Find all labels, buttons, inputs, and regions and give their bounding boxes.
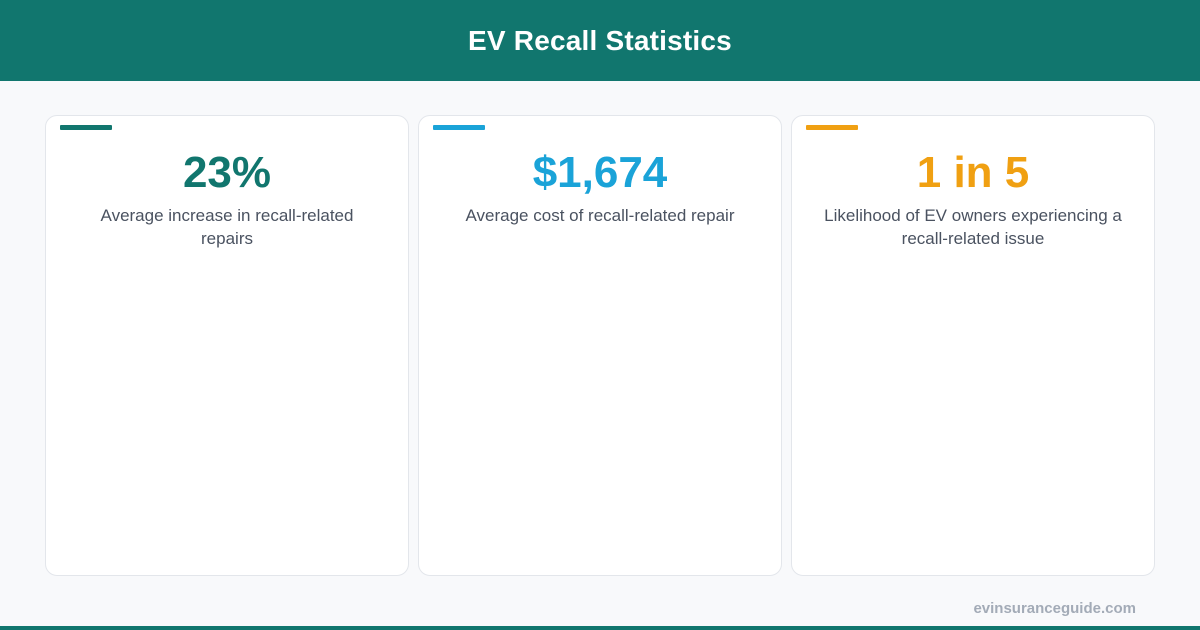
card-accent-bar (433, 125, 485, 130)
bottom-bar (0, 626, 1200, 630)
stats-cards: 23% Average increase in recall-related r… (45, 115, 1155, 576)
card-accent-bar (806, 125, 858, 130)
stat-card-repair-cost: $1,674 Average cost of recall-related re… (418, 115, 782, 576)
header-banner: EV Recall Statistics (0, 0, 1200, 81)
page-title: EV Recall Statistics (468, 24, 732, 56)
stat-description: Likelihood of EV owners experiencing a r… (824, 206, 1122, 248)
stat-value: 1 in 5 (916, 148, 1030, 197)
card-accent-bar (60, 125, 112, 130)
stat-card-recall-increase: 23% Average increase in recall-related r… (45, 115, 409, 576)
footer-url: evinsuranceguide.com (973, 600, 1136, 617)
stat-value: 23% (182, 148, 272, 197)
stat-card-recall-likelihood: 1 in 5 Likelihood of EV owners experienc… (791, 115, 1155, 576)
stat-description: Average cost of recall-related repair (465, 206, 735, 225)
stat-value: $1,674 (532, 148, 668, 197)
stat-description: Average increase in recall-related repai… (100, 206, 354, 248)
